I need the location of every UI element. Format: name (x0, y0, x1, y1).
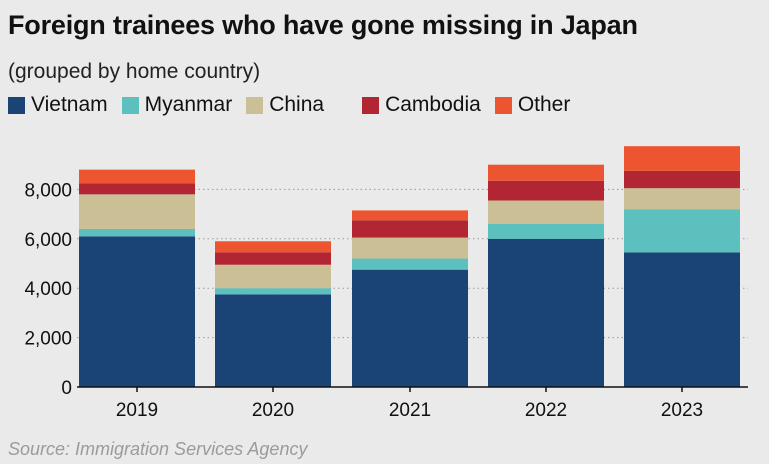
bar-segment-vietnam-2023 (624, 252, 740, 387)
x-tick-label: 2019 (116, 400, 158, 421)
x-tick-label: 2022 (525, 400, 567, 421)
legend-item-myanmar: Myanmar (121, 93, 233, 117)
chart-subtitle: (grouped by home country) (8, 60, 261, 83)
legend-item-other: Other (494, 93, 571, 117)
bar-segment-vietnam-2019 (79, 236, 195, 387)
legend-swatch-vietnam (8, 96, 25, 114)
bar-segment-myanmar-2022 (488, 223, 604, 239)
legend-swatch-myanmar (121, 96, 139, 114)
legend-label-other: Other (517, 93, 571, 116)
x-tick-label: 2023 (661, 400, 703, 421)
legend-label-cambodia: Cambodia (385, 93, 481, 116)
bar-segment-myanmar-2020 (215, 288, 331, 295)
bar-segment-cambodia-2022 (488, 180, 604, 201)
chart-title: Foreign trainees who have gone missing i… (8, 10, 638, 40)
bar-segment-other-2022 (488, 164, 604, 181)
y-tick-label: 2,000 (24, 329, 72, 350)
bar-segment-other-2020 (215, 241, 331, 253)
legend-swatch-other (494, 96, 512, 114)
legend-item-china: China (246, 93, 324, 117)
chart-legend: Vietnam Myanmar China Cambodia Other (8, 92, 584, 118)
legend-item-cambodia: Cambodia (362, 93, 481, 117)
legend-label-china: China (269, 93, 325, 116)
bar-segment-cambodia-2019 (79, 183, 195, 195)
legend-swatch-china (246, 96, 264, 114)
bar-segment-vietnam-2022 (488, 238, 604, 387)
bar-segment-cambodia-2020 (215, 252, 331, 265)
bar-segment-vietnam-2020 (215, 294, 331, 387)
bar-segment-other-2019 (79, 169, 195, 184)
bar-segment-myanmar-2023 (624, 209, 740, 253)
legend-label-vietnam: Vietnam (31, 93, 108, 116)
y-tick-label: 4,000 (24, 279, 72, 300)
source-note: Source: Immigration Services Agency (8, 439, 308, 459)
y-tick-label: 6,000 (24, 230, 72, 251)
bar-segment-china-2022 (488, 200, 604, 224)
y-tick-label: 8,000 (24, 180, 72, 201)
bar-segment-china-2023 (624, 188, 740, 210)
legend-item-vietnam: Vietnam (8, 93, 108, 117)
bar-segment-china-2019 (79, 194, 195, 229)
bar-segment-china-2021 (352, 237, 468, 259)
bar-segment-cambodia-2023 (624, 170, 740, 189)
bar-segment-vietnam-2021 (352, 269, 468, 387)
bar-segment-myanmar-2021 (352, 258, 468, 270)
x-tick-label: 2021 (389, 400, 431, 421)
y-tick-label: 0 (61, 378, 72, 399)
bar-segment-other-2023 (624, 146, 740, 171)
bar-segment-china-2020 (215, 264, 331, 289)
bar-segment-other-2021 (352, 210, 468, 221)
legend-label-myanmar: Myanmar (144, 93, 233, 116)
x-tick-label: 2020 (252, 400, 294, 421)
legend-swatch-cambodia (362, 96, 380, 114)
bar-segment-myanmar-2019 (79, 228, 195, 237)
bar-segment-cambodia-2021 (352, 220, 468, 238)
